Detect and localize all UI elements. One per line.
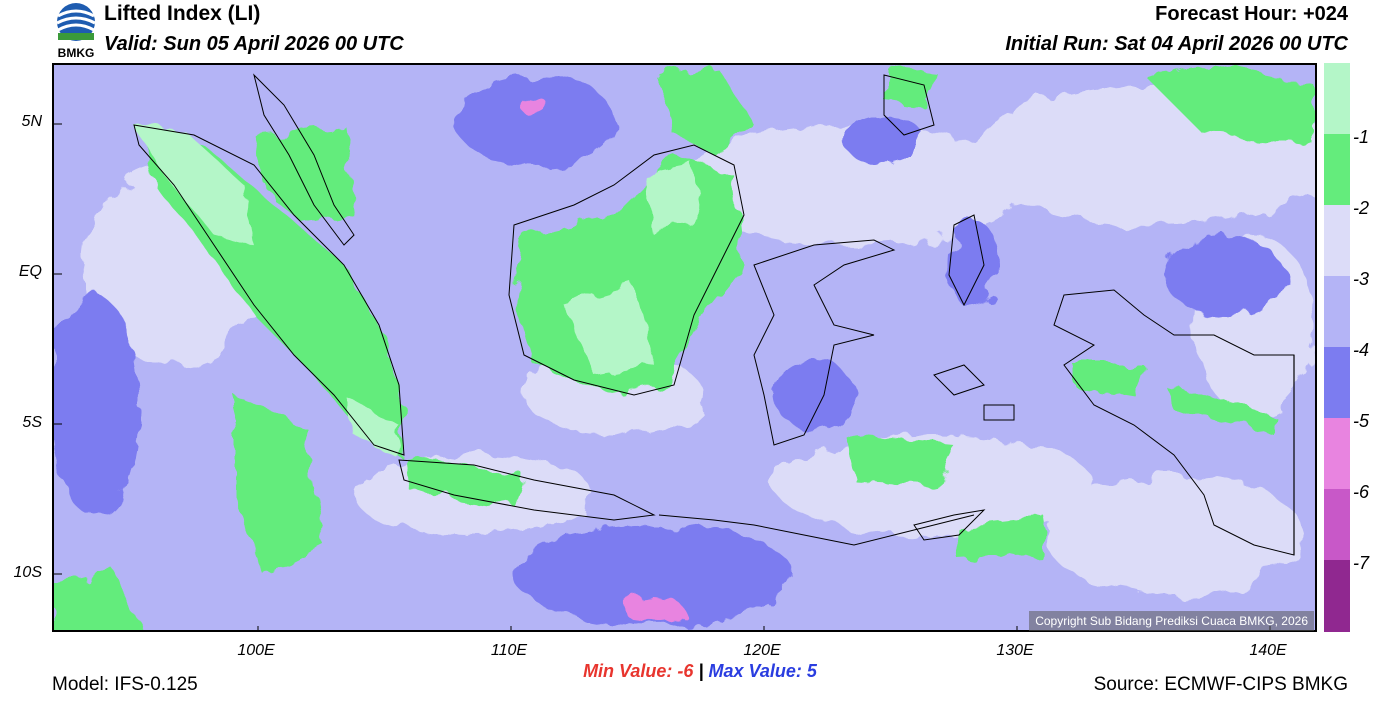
lifted-index-map xyxy=(52,63,1317,632)
colorbar-segment xyxy=(1324,347,1350,418)
forecast-hour: Forecast Hour: +024 xyxy=(1155,3,1348,25)
colorbar-segment xyxy=(1324,418,1350,489)
y-tick-5s: 5S xyxy=(22,414,42,431)
colorbar-label: -6 xyxy=(1353,482,1370,502)
chart-title: Lifted Index (LI) xyxy=(104,2,261,25)
copyright-label: Copyright Sub Bidang Prediksi Cuaca BMKG… xyxy=(1029,611,1314,631)
colorbar-segment xyxy=(1324,63,1350,134)
colorbar xyxy=(1324,63,1350,632)
y-tick-10s: 10S xyxy=(13,564,42,581)
colorbar-segment xyxy=(1324,205,1350,276)
x-tick-100e: 100E xyxy=(237,642,275,659)
colorbar-label: -4 xyxy=(1353,340,1370,360)
x-tick-140e: 140E xyxy=(1249,642,1287,659)
initial-run: Initial Run: Sat 04 April 2026 00 UTC xyxy=(1005,33,1348,55)
y-tick-5n: 5N xyxy=(21,113,42,130)
colorbar-segment xyxy=(1324,560,1350,632)
bmkg-logo: BMKG xyxy=(52,2,100,60)
x-tick-110e: 110E xyxy=(490,642,528,659)
colorbar-segment xyxy=(1324,276,1350,347)
svg-text:BMKG: BMKG xyxy=(58,46,95,60)
colorbar-segment xyxy=(1324,489,1350,560)
colorbar-label: -7 xyxy=(1353,553,1370,573)
colorbar-segment xyxy=(1324,134,1350,205)
source-label: Source: ECMWF-CIPS BMKG xyxy=(1093,674,1348,695)
max-value: 5 xyxy=(806,661,817,681)
min-value: -6 xyxy=(677,661,694,681)
colorbar-label: -2 xyxy=(1353,198,1370,218)
model-label: Model: IFS-0.125 xyxy=(52,674,198,695)
min-max-separator: | xyxy=(698,661,704,681)
x-tick-130e: 130E xyxy=(996,642,1034,659)
colorbar-label: -3 xyxy=(1353,269,1370,289)
colorbar-label: -5 xyxy=(1353,411,1370,431)
max-value-label: Max Value: xyxy=(708,661,802,681)
valid-time: Valid: Sun 05 April 2026 00 UTC xyxy=(104,33,404,55)
y-tick-eq: EQ xyxy=(18,263,42,280)
min-max-values: Min Value: -6 | Max Value: 5 xyxy=(0,661,1400,682)
min-value-label: Min Value: xyxy=(583,661,673,681)
x-tick-120e: 120E xyxy=(743,642,781,659)
colorbar-label: -1 xyxy=(1353,127,1370,147)
